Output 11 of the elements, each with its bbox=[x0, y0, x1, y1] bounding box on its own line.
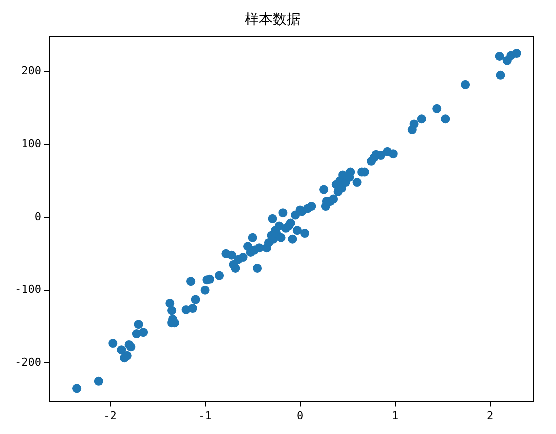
x-tick-label: 0 bbox=[296, 409, 304, 422]
x-tick-label: 1 bbox=[392, 409, 399, 422]
x-tick-label: -1 bbox=[198, 409, 212, 422]
y-tick-label: -200 bbox=[14, 356, 42, 370]
x-tick-label: 2 bbox=[486, 409, 494, 422]
y-tick-label: 200 bbox=[22, 64, 42, 78]
chart-title: 样本数据 bbox=[245, 12, 301, 28]
y-tick-label: 0 bbox=[34, 210, 42, 224]
y-tick-label: -100 bbox=[14, 283, 42, 296]
y-tick-label: 100 bbox=[22, 137, 42, 150]
x-tick-label: -2 bbox=[104, 409, 117, 422]
